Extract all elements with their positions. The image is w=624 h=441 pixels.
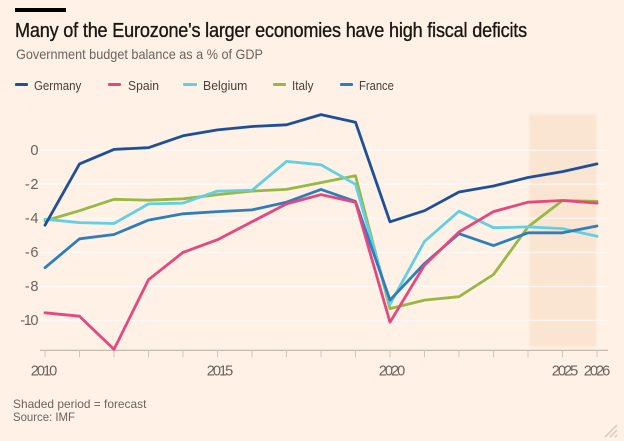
svg-text:-2: -2 [25,177,39,193]
svg-text:0: 0 [30,143,38,159]
svg-text:-8: -8 [25,279,39,295]
svg-text:-4: -4 [25,211,39,227]
svg-text:2025: 2025 [552,363,578,379]
svg-text:-6: -6 [25,245,39,261]
svg-text:2020: 2020 [379,363,405,379]
svg-text:2026: 2026 [584,363,610,379]
svg-text:2015: 2015 [207,363,233,379]
svg-text:2010: 2010 [31,363,57,379]
svg-text:-10: -10 [20,313,38,329]
